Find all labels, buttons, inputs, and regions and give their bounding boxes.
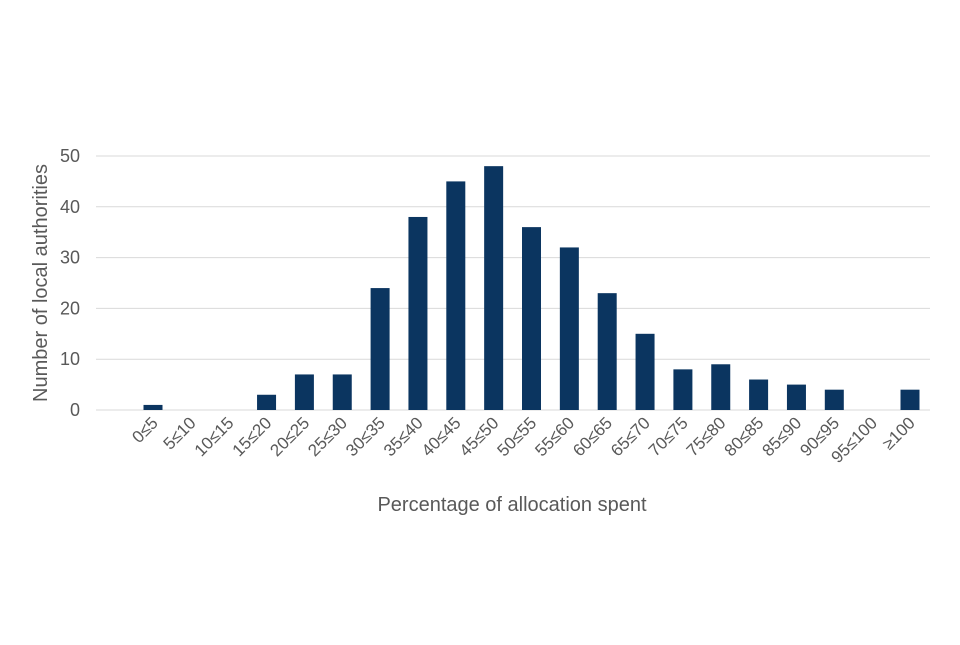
bar: [370, 288, 390, 410]
x-tick-label: 25≤30: [304, 413, 351, 460]
bar: [446, 181, 466, 410]
x-tick-label: 0≤5: [128, 413, 161, 446]
x-tick-label: 70≤75: [645, 413, 692, 460]
bar: [522, 227, 541, 410]
y-tick-labels: 0 10 20 30 40 50: [60, 146, 80, 420]
bar: [408, 216, 428, 410]
x-tick-label: 65≤70: [607, 413, 654, 460]
x-tick-label: 60≤65: [569, 413, 616, 460]
x-tick-label: 40≤45: [418, 413, 465, 460]
bar: [559, 247, 579, 410]
bar: [484, 166, 504, 410]
bar: [824, 389, 844, 410]
bars: [143, 166, 920, 410]
bar: [257, 394, 277, 410]
bar: [900, 389, 920, 410]
y-tick-label: 30: [60, 248, 80, 268]
bar: [711, 364, 731, 410]
x-tick-label: 45≤50: [456, 413, 503, 460]
x-tick-label: 80≤85: [721, 413, 768, 460]
x-tick-label: 55≤60: [531, 413, 578, 460]
y-tick-label: 0: [70, 400, 80, 420]
bar: [786, 384, 806, 410]
y-axis-label: Number of local authorities: [30, 164, 52, 402]
x-axis-label: Percentage of allocation spent: [377, 494, 647, 516]
x-tick-label: 15≤20: [229, 413, 276, 460]
x-tick-label: 75≤80: [683, 413, 730, 460]
y-tick-label: 50: [60, 146, 80, 166]
gridlines: [96, 155, 930, 411]
bar: [673, 369, 693, 410]
y-tick-label: 20: [60, 298, 80, 318]
x-tick-label: 35≤40: [380, 413, 427, 460]
x-tick-labels: 0≤55≤1010≤1515≤2020≤2525≤3030≤3535≤4040≤…: [128, 413, 918, 466]
x-tick-label: 10≤15: [191, 413, 238, 460]
bar: [294, 374, 314, 410]
y-tick-label: 10: [60, 349, 80, 369]
x-tick-label: 20≤25: [266, 413, 313, 460]
bar: [597, 293, 617, 410]
y-tick-label: 40: [60, 197, 80, 217]
bar: [332, 374, 352, 410]
x-tick-label: 50≤55: [494, 413, 541, 460]
bar: [635, 333, 655, 410]
x-tick-label: 85≤90: [758, 413, 805, 460]
x-tick-label: 30≤35: [342, 413, 389, 460]
x-tick-label: ≥100: [879, 413, 919, 453]
bar: [143, 404, 163, 410]
bar: [749, 379, 769, 410]
